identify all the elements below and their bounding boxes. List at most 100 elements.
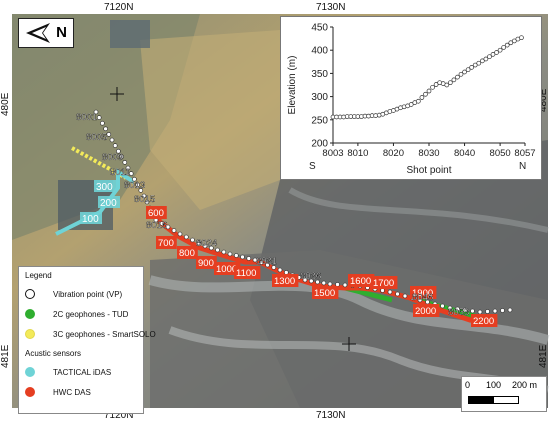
x-tick-label: 8057 bbox=[514, 148, 535, 159]
vp-dot bbox=[119, 154, 124, 160]
vp-dot bbox=[221, 249, 227, 255]
y-axis-label: Elevation (m) bbox=[287, 56, 298, 115]
vp-dot bbox=[135, 182, 140, 188]
north-end-label: N bbox=[519, 161, 526, 172]
coord-top-1: 7120N bbox=[104, 2, 134, 13]
tactical-label: 200 bbox=[100, 198, 117, 209]
hwc-dot-icon bbox=[25, 387, 35, 397]
vp-dot bbox=[132, 176, 137, 182]
vp-dot bbox=[265, 262, 270, 268]
vp-dot bbox=[128, 171, 134, 176]
x-tick-label: 8020 bbox=[383, 148, 404, 159]
tactical-dot-icon bbox=[25, 367, 35, 377]
x-tick-label: 8003 bbox=[322, 148, 343, 159]
hwc-label: 900 bbox=[198, 258, 214, 269]
legend-smartsolo-label: 3C geophones - SmartSOLO bbox=[53, 329, 156, 339]
vp-label: 8009 bbox=[102, 152, 123, 163]
vp-label: 8005 bbox=[86, 132, 107, 143]
coord-right-2: 481E bbox=[538, 344, 549, 368]
vp-dot bbox=[321, 280, 327, 286]
scale-tick-0: 0 bbox=[465, 380, 471, 390]
vp-dot bbox=[106, 132, 112, 137]
elevation-point bbox=[430, 84, 435, 90]
elevation-point bbox=[419, 95, 425, 100]
elevation-inset: 200 250 300 350 400 450 8003 8010 8020 8030 8040 80… bbox=[280, 16, 542, 180]
elevation-point bbox=[455, 74, 460, 80]
hwc-label-bg bbox=[371, 276, 398, 289]
y-tick-label: 300 bbox=[311, 92, 328, 103]
vp-dot bbox=[159, 221, 165, 226]
vp-dot bbox=[447, 305, 453, 311]
vp-dot bbox=[190, 237, 195, 243]
hwc-label-bg bbox=[196, 256, 217, 269]
vp-dot bbox=[387, 289, 393, 295]
hwc-label: 1500 bbox=[314, 288, 335, 299]
hwc-label: 700 bbox=[158, 238, 174, 249]
elevation-chart: 200 250 300 350 400 450 8003 8010 8020 8030 8040 80… bbox=[287, 23, 536, 177]
y-tick-label: 350 bbox=[311, 69, 328, 80]
elevation-point bbox=[462, 69, 467, 75]
vp-dot bbox=[402, 293, 408, 299]
hwc-label: 600 bbox=[148, 208, 164, 219]
elevation-point bbox=[479, 58, 485, 64]
x-tick-label: 8030 bbox=[418, 148, 439, 159]
hwc-label-bg bbox=[177, 246, 198, 259]
y-tick-label: 450 bbox=[311, 23, 328, 34]
hwc-label-bg bbox=[348, 274, 375, 287]
vp-dot bbox=[507, 307, 513, 313]
legend-tud-label: 2C geophones - TUD bbox=[53, 309, 129, 319]
vp-label: 8036 bbox=[300, 271, 321, 282]
vp-dot bbox=[246, 256, 252, 261]
tud-dot-icon bbox=[25, 309, 35, 319]
north-arrow-box: N bbox=[18, 18, 74, 48]
vp-label: 8011 bbox=[110, 167, 130, 178]
elevation-point bbox=[423, 91, 428, 97]
vp-dot bbox=[112, 143, 118, 148]
elevation-point bbox=[472, 62, 478, 68]
vp-dot bbox=[209, 245, 214, 251]
facility-north bbox=[110, 20, 150, 48]
vp-dot bbox=[100, 120, 105, 126]
hwc-label-bg bbox=[272, 274, 299, 287]
vp-dot bbox=[138, 188, 144, 193]
north-label: N bbox=[56, 24, 67, 41]
scale-tick-200: 200 m bbox=[512, 380, 538, 390]
tactical-label-bg bbox=[80, 212, 102, 224]
vp-dot bbox=[327, 281, 333, 287]
hwc-label-bg bbox=[214, 262, 241, 275]
vp-dot bbox=[93, 109, 99, 115]
tactical-label: 100 bbox=[82, 214, 99, 225]
vp-dot bbox=[380, 288, 385, 293]
legend-tactical-label: TACTICAL iDAS bbox=[53, 367, 112, 377]
vp-dot bbox=[184, 234, 189, 240]
elevation-point bbox=[504, 42, 510, 48]
vp-dot bbox=[342, 282, 348, 288]
x-tick-label: 8010 bbox=[347, 148, 368, 159]
elevation-point bbox=[508, 40, 514, 46]
vp-label: 8013 bbox=[124, 180, 145, 191]
vp-dot bbox=[171, 228, 177, 233]
vp-dot bbox=[116, 148, 121, 154]
vp-dot bbox=[277, 267, 283, 273]
elevation-point bbox=[487, 54, 492, 60]
vp-label: 8053 bbox=[448, 307, 469, 318]
vp-dot bbox=[144, 199, 150, 205]
vp-circle-icon bbox=[25, 289, 35, 299]
legend-hwc-label: HWC DAS bbox=[53, 387, 91, 397]
vp-dot bbox=[395, 291, 400, 297]
y-tick-label: 200 bbox=[311, 139, 328, 150]
elevation-point bbox=[444, 82, 450, 88]
tactical-label-bg bbox=[94, 180, 116, 192]
elevation-point bbox=[447, 80, 453, 86]
tactical-label: 300 bbox=[96, 182, 113, 193]
x-axis-label: Shot point bbox=[406, 165, 451, 176]
vp-dot bbox=[462, 307, 468, 313]
vp-dot bbox=[240, 254, 245, 260]
legend-title: Legend bbox=[25, 271, 52, 280]
south-label: S bbox=[309, 161, 316, 172]
vp-dot bbox=[308, 278, 314, 284]
vp-dot bbox=[177, 231, 183, 237]
elevation-point bbox=[494, 50, 499, 55]
vp-dot bbox=[252, 257, 258, 263]
coord-left-2: 481E bbox=[0, 344, 11, 368]
